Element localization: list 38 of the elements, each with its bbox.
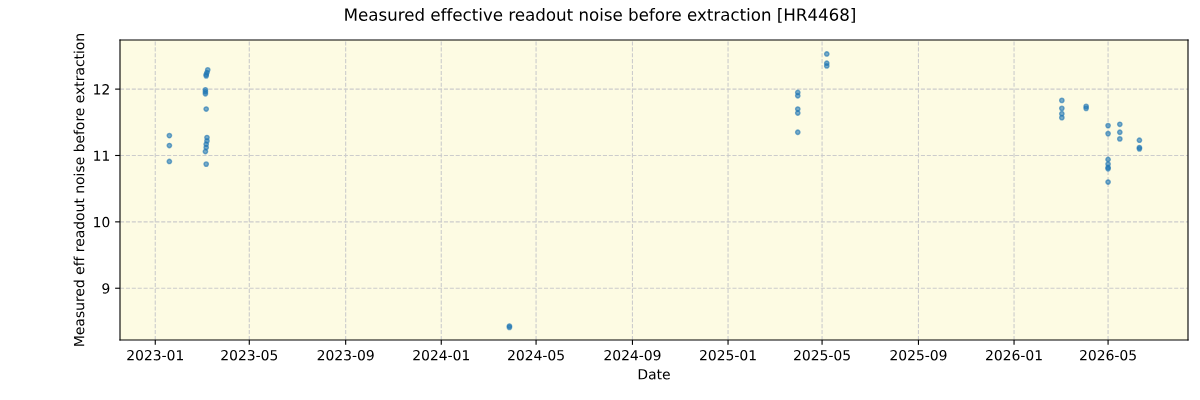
x-tick-label: 2025-01 — [700, 349, 756, 361]
point — [823, 51, 830, 57]
x-tick-label: 2024-01 — [413, 349, 469, 361]
point — [794, 129, 801, 136]
y-tick-label: 12 — [94, 84, 109, 95]
point — [1058, 105, 1065, 112]
x-tick-label: 2026-01 — [986, 349, 1042, 361]
x-tick-label: 2025-09 — [890, 349, 947, 361]
point — [203, 161, 210, 168]
point — [1105, 130, 1111, 137]
point — [1105, 156, 1111, 163]
point — [166, 158, 173, 165]
point — [1136, 137, 1143, 144]
point — [1058, 97, 1065, 104]
point — [794, 110, 801, 116]
x-tick-label: 2026-05 — [1080, 349, 1136, 361]
point — [1105, 179, 1111, 185]
y-tick-label: 10 — [94, 216, 110, 228]
x-tick-label: 2024-09 — [604, 349, 661, 361]
y-tick-label: 9 — [102, 283, 110, 294]
point — [1058, 114, 1065, 121]
point — [1105, 122, 1111, 129]
point — [166, 132, 173, 139]
point — [203, 106, 210, 112]
x-axis-title: Date — [638, 369, 670, 380]
y-tick-label: 11 — [94, 150, 109, 161]
point — [1116, 129, 1123, 136]
x-tick-label: 2023-05 — [221, 349, 278, 361]
y-axis-title: Measured eff readout noise before extraction — [73, 34, 85, 346]
point — [166, 142, 173, 149]
point — [1116, 121, 1123, 128]
point — [1116, 136, 1123, 142]
x-tick-label: 2024-05 — [508, 349, 564, 361]
x-tick-label: 2025-05 — [794, 349, 850, 361]
x-tick-label: 2023-09 — [317, 349, 374, 361]
point — [202, 148, 209, 155]
chart-title: Measured effective readout noise before extraction [HR4468] — [345, 8, 855, 23]
x-tick-label: 2023-01 — [127, 349, 183, 361]
